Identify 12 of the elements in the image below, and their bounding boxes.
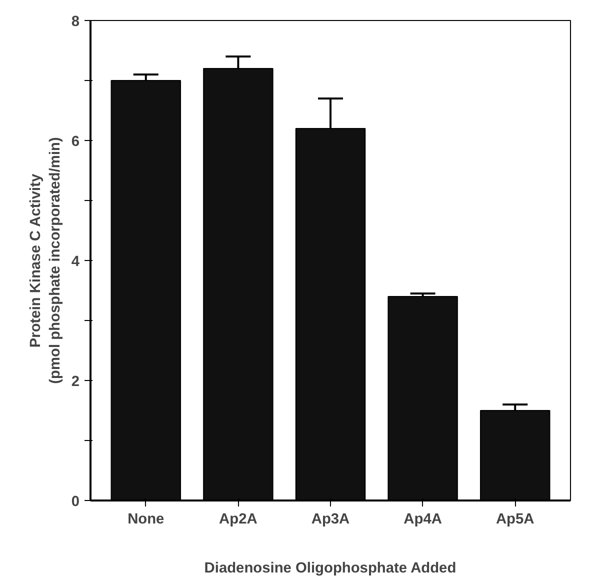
x-tick-label: None <box>128 512 164 528</box>
y-tick-label: 0 <box>71 494 80 510</box>
y-tick-label: 2 <box>71 374 80 390</box>
x-axis-title: Diadenosine Oligophosphate Added <box>204 560 456 576</box>
x-tick-label: Ap5A <box>496 512 535 528</box>
x-tick-label: Ap3A <box>311 512 350 528</box>
y-tick-label: 8 <box>71 14 80 30</box>
y-axis-title: Protein Kinase C Activity (pmol phosphate incorporated/min) <box>28 137 64 384</box>
y-tick-label: 4 <box>71 254 80 270</box>
x-tick-label: Ap4A <box>404 512 442 528</box>
y-tick-label: 6 <box>71 134 80 150</box>
x-tick-label: Ap2A <box>219 512 258 528</box>
